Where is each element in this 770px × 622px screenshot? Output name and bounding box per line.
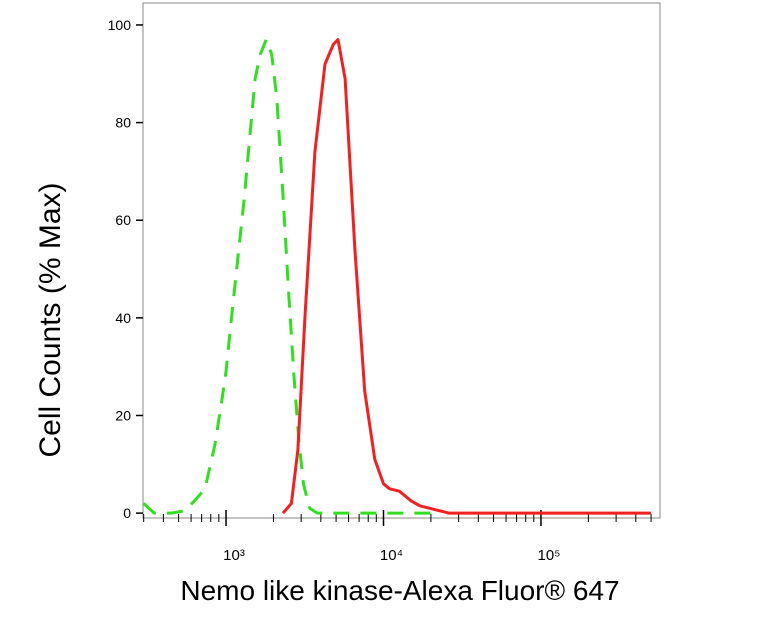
x-tick-label: 10⁴ [380, 547, 403, 564]
plot-frame [142, 2, 661, 519]
histogram-line [142, 38, 431, 515]
x-tick-label: 10³ [223, 547, 245, 564]
x-axis-label: Nemo like kinase-Alexa Fluor® 647 [180, 575, 619, 606]
y-tick-label: 0 [123, 505, 131, 521]
x-tick-label: 10⁵ [538, 547, 561, 564]
y-axis-label: Cell Counts (% Max) [34, 182, 67, 457]
y-tick-label: 60 [115, 212, 131, 228]
y-tick-label: 80 [115, 115, 131, 131]
histogram-line [281, 38, 651, 515]
y-tick-label: 40 [115, 310, 131, 326]
y-tick-label: 100 [108, 17, 132, 33]
y-tick-label: 20 [115, 407, 131, 423]
